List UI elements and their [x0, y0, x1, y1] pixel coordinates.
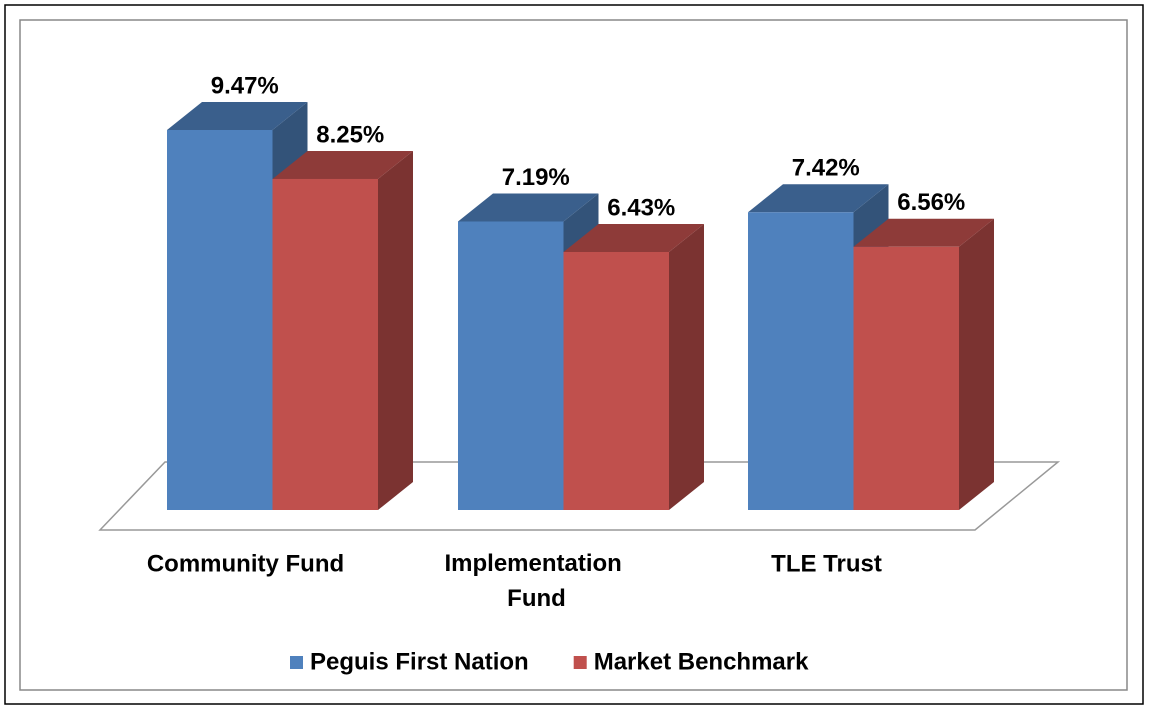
bar-top — [563, 223, 704, 252]
bar-side — [669, 223, 704, 510]
data-label: 6.56% — [897, 189, 965, 216]
data-label: 9.47% — [211, 72, 279, 99]
data-label: 6.43% — [607, 194, 675, 221]
bar — [167, 130, 273, 510]
x-tick-label: Community Fund — [147, 550, 344, 577]
x-tick-label: TLE Trust — [771, 550, 882, 577]
bar-top — [167, 102, 308, 130]
bar-top — [748, 184, 889, 213]
bar — [563, 251, 669, 510]
bar-side — [378, 150, 413, 510]
bar-side — [959, 218, 994, 510]
data-label: 7.19% — [502, 164, 570, 191]
bar-top — [458, 193, 599, 222]
plot-frame — [19, 19, 1128, 691]
data-label: 8.25% — [316, 121, 384, 148]
data-label: 7.42% — [792, 155, 860, 182]
bar — [458, 221, 564, 511]
legend-swatch — [573, 656, 587, 669]
bar-top — [272, 150, 413, 179]
x-tick-label: Implementation Fund — [444, 550, 628, 612]
bar — [272, 178, 378, 510]
legend-label: Market Benchmark — [594, 648, 809, 675]
legend-swatch — [290, 656, 303, 669]
bar — [748, 212, 854, 510]
bar-top — [853, 218, 994, 247]
bar — [853, 246, 959, 510]
legend-label: Peguis First Nation — [310, 648, 529, 675]
